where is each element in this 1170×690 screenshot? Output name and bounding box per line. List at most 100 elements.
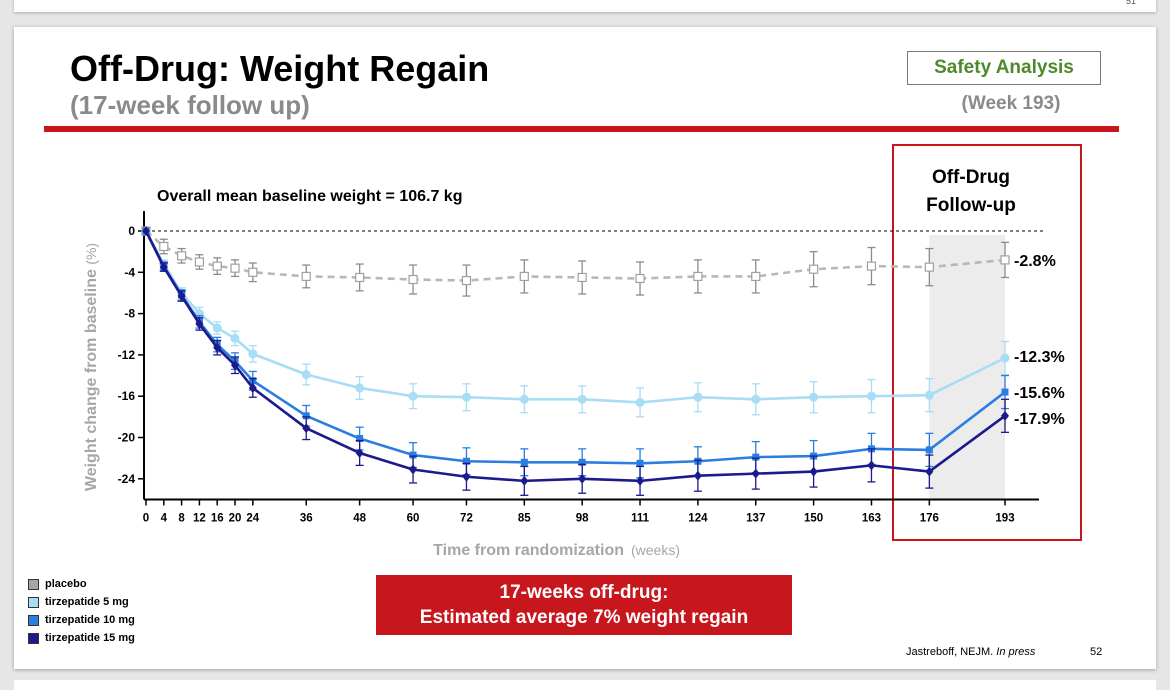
placebo-point [177, 251, 187, 261]
placebo-point [355, 272, 365, 283]
tirzepatide-5-mg-end-label: -12.3% [1014, 349, 1065, 366]
legend-item-tirzepatide-15mg: tirzepatide 15 mg [28, 629, 135, 647]
next-slide-edge [14, 680, 1156, 690]
title-divider [44, 126, 1119, 132]
tirzepatide-5-mg-point [577, 394, 587, 404]
previous-page-number: 51 [1125, 0, 1136, 6]
x-tick-label: 0 [143, 512, 149, 524]
tirzepatide-15-mg-point [520, 475, 529, 486]
callout-line-2: Estimated average 7% weight regain [419, 607, 749, 628]
x-tick-label: 16 [211, 512, 224, 524]
tirzepatide-15-mg-point [1001, 410, 1009, 421]
citation: Jastreboff, NEJM. In press [906, 646, 1035, 658]
placebo-point [212, 261, 222, 271]
x-tick-label: 124 [688, 512, 708, 524]
tirzepatide-5-mg-point [924, 390, 934, 400]
citation-text: Jastreboff, NEJM. [906, 646, 994, 658]
tirzepatide-10-mg-line [144, 230, 1006, 465]
placebo-point [1000, 255, 1010, 265]
legend-swatch-tirzepatide-10mg [28, 614, 39, 626]
x-tick-label: 4 [161, 512, 168, 524]
tirzepatide-5-mg-line [144, 230, 1006, 404]
tirzepatide-15-mg-point [462, 471, 471, 482]
tirzepatide-5-mg-point [301, 370, 311, 380]
tirzepatide-10-mg-point [1001, 388, 1009, 396]
x-tick-label: 137 [746, 512, 765, 524]
tirzepatide-5-mg-point [408, 391, 418, 401]
chart-title: Overall mean baseline weight = 106.7 kg [157, 188, 462, 205]
placebo-point [924, 262, 934, 272]
tirzepatide-5-mg-point [751, 394, 761, 404]
x-tick-label: 12 [193, 512, 206, 524]
y-tick-label: -24 [118, 472, 136, 486]
y-axis-unit: (%) [83, 243, 99, 265]
x-axis-unit: (weeks) [631, 542, 680, 558]
placebo-point [408, 274, 418, 285]
legend-swatch-tirzepatide-15mg [28, 632, 39, 644]
safety-analysis-label: Safety Analysis [934, 57, 1074, 78]
y-tick-label: 0 [128, 224, 135, 238]
x-tick-label: 24 [246, 512, 259, 524]
x-axis-label: Time from randomization [433, 542, 624, 559]
tirzepatide-10-mg-end-label: -15.6% [1014, 385, 1065, 402]
placebo-point [809, 264, 819, 274]
placebo-point [751, 271, 761, 282]
placebo-point [866, 261, 877, 271]
x-tick-label: 20 [229, 512, 242, 524]
week-label: (Week 193) [961, 93, 1061, 114]
tirzepatide-5-mg-point [230, 333, 240, 343]
tirzepatide-15-mg-point [636, 475, 645, 486]
tirzepatide-10-mg-point [356, 435, 364, 443]
weight-change-chart: Off-Drug Follow-up Overall mean baseline w… [83, 144, 1082, 559]
tirzepatide-5-mg-point [519, 394, 529, 404]
y-axis-label: Weight change from baseline (%) [83, 243, 100, 491]
tirzepatide-15-mg-point [213, 342, 222, 353]
tirzepatide-10-mg-point [409, 451, 417, 459]
tirzepatide-15-mg-point [578, 473, 587, 484]
tirzepatide-15-mg-point [925, 466, 934, 477]
tirzepatide-5-mg-point [809, 392, 819, 402]
y-axis-label-text: Weight change from baseline [83, 265, 100, 491]
slide-title: Off-Drug: Weight Regain [70, 48, 490, 89]
legend-swatch-placebo [28, 578, 39, 590]
tirzepatide-10-mg-point [636, 459, 644, 467]
off-drug-label-line-1: Off-Drug [932, 167, 1010, 188]
safety-analysis-badge: Safety Analysis [907, 51, 1101, 85]
x-tick-label: 36 [300, 512, 313, 524]
placebo-point [577, 272, 587, 283]
placebo-end-label: -2.8% [1014, 253, 1056, 270]
tirzepatide-5-mg-point [355, 383, 365, 393]
tirzepatide-10-mg-point [462, 457, 470, 465]
legend-label-placebo: placebo [45, 578, 87, 590]
tirzepatide-15-mg-point [867, 460, 876, 471]
tirzepatide-15-mg-point [751, 468, 760, 479]
off-drug-box [892, 144, 1082, 541]
slide: Off-Drug: Weight Regain (17-week follow … [14, 27, 1156, 669]
tirzepatide-5-mg-point [212, 323, 222, 333]
tirzepatide-15-mg-point [355, 447, 364, 458]
legend-item-tirzepatide-5mg: tirzepatide 5 mg [28, 593, 135, 611]
off-drug-shading [929, 235, 1005, 500]
x-tick-label: 193 [995, 512, 1014, 524]
previous-slide-edge: 51 [14, 0, 1156, 12]
off-drug-label-line-2: Follow-up [926, 195, 1016, 216]
regain-callout: 17-weeks off-drug: Estimated average 7% … [376, 575, 792, 635]
placebo-point [194, 257, 205, 267]
x-tick-label: 111 [631, 512, 650, 524]
y-axis-label-group: Weight change from baseline (%) [83, 243, 100, 491]
y-tick-label: -12 [118, 348, 136, 362]
placebo-point [301, 271, 311, 282]
tirzepatide-15-mg-point [409, 464, 418, 475]
legend: placebo tirzepatide 5 mg tirzepatide 10 … [28, 575, 135, 647]
callout-line-1: 17-weeks off-drug: [499, 582, 669, 603]
x-tick-label: 85 [518, 512, 531, 524]
page-number: 52 [1090, 646, 1103, 658]
tirzepatide-15-mg-point [159, 262, 168, 273]
tirzepatide-10-mg-point [578, 458, 586, 466]
tirzepatide-15-mg-point [693, 470, 702, 481]
tirzepatide-10-mg-point [302, 412, 310, 420]
placebo-point [635, 273, 645, 284]
tirzepatide-15-mg-line [144, 230, 1006, 483]
x-tick-label: 72 [460, 512, 473, 524]
legend-item-tirzepatide-10mg: tirzepatide 10 mg [28, 611, 135, 629]
